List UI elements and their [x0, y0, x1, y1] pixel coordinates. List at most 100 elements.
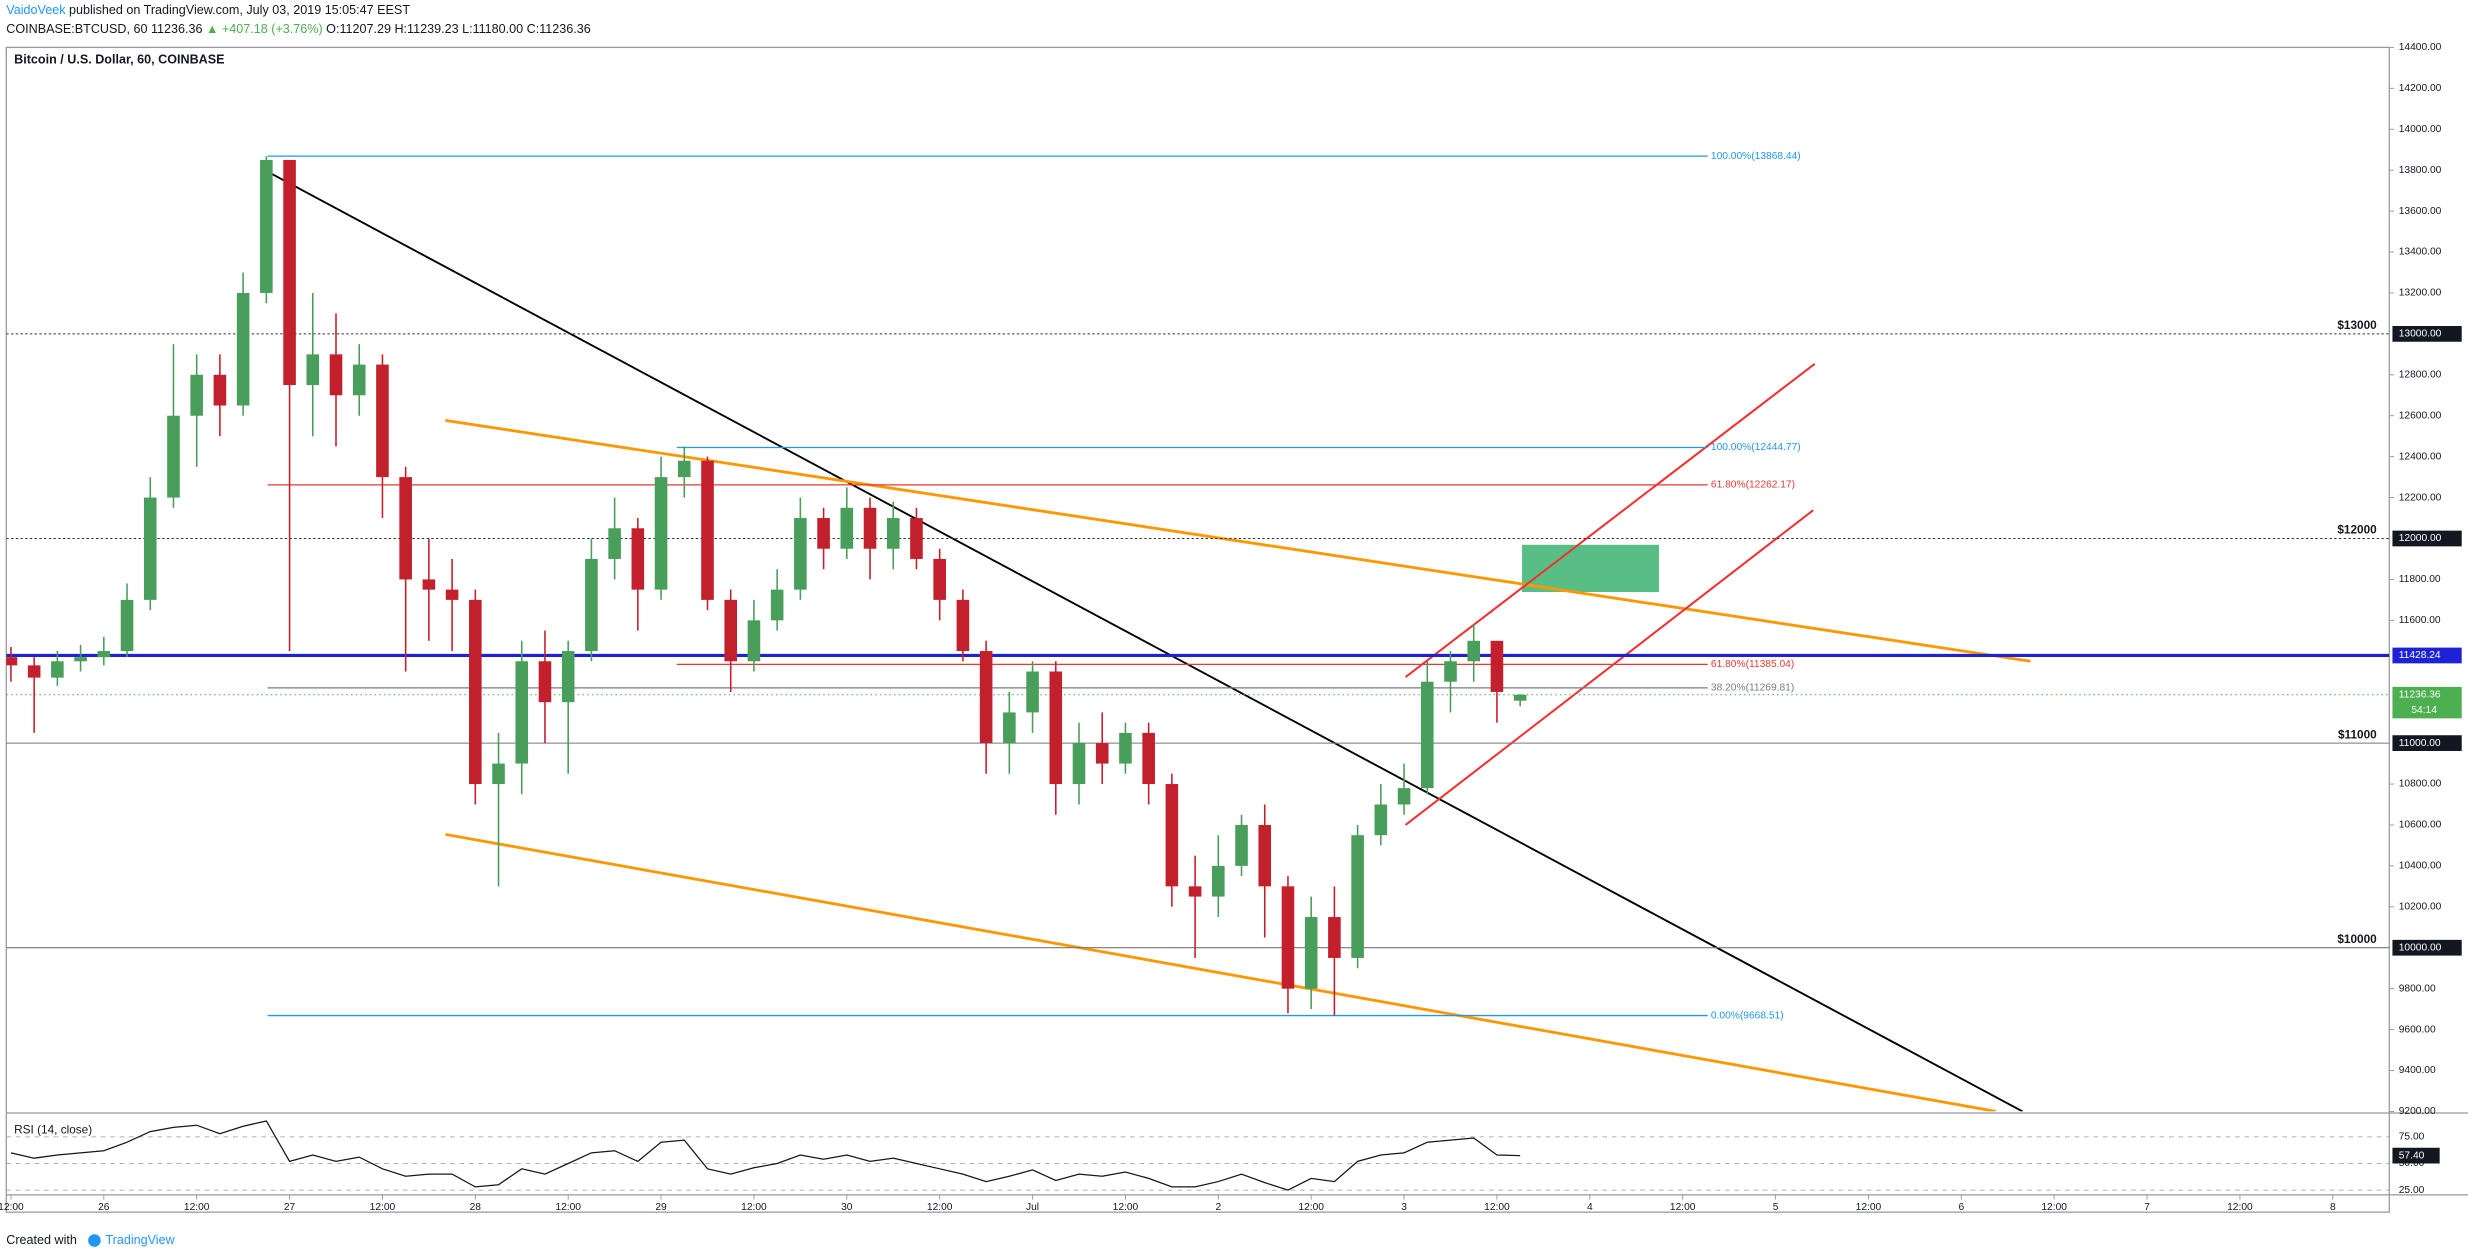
x-tick-label: 27 [284, 1202, 296, 1213]
x-tick-label: 8 [2330, 1202, 2336, 1213]
candle-body [1467, 640, 1481, 662]
candle-body [27, 665, 41, 678]
frame [5, 46, 2390, 1213]
candle-body [399, 477, 412, 580]
countdown: 54:14 [2411, 705, 2437, 716]
x-tick-label: 12:00 [927, 1202, 953, 1213]
candle-body [1351, 835, 1364, 958]
level-tag-box [2392, 735, 2462, 751]
resistance-tag: 11428.24 [2399, 650, 2441, 661]
rsi-tick-label: 25.00 [2399, 1185, 2425, 1196]
candle-body [631, 528, 645, 590]
candle-body [120, 599, 134, 652]
fib-label: 61.80%(11385.04) [1711, 659, 1794, 670]
candle-body [283, 159, 296, 386]
x-tick-label: Jul [1026, 1202, 1039, 1213]
candle-body [1258, 824, 1272, 887]
candle-body [654, 477, 668, 590]
candle-body [1003, 712, 1016, 744]
candle-body [167, 415, 180, 498]
level-label: $11000 [2338, 727, 2377, 741]
candle-body [97, 651, 111, 658]
x-tick-label: 12:00 [370, 1202, 396, 1213]
target-zone [1522, 544, 1659, 593]
y-tick-label: 11800.00 [2399, 574, 2441, 585]
candle-body [1049, 671, 1063, 785]
candle-body [1444, 661, 1457, 682]
candle-body [910, 518, 923, 559]
candle-body [143, 497, 157, 600]
candle-body [1328, 917, 1341, 958]
candle-body [1142, 732, 1155, 785]
y-tick-label: 13800.00 [2399, 165, 2442, 176]
y-tick-label: 14000.00 [2399, 124, 2442, 135]
x-tick-label: 12:00 [2041, 1202, 2067, 1213]
candle-body [352, 364, 366, 396]
candle-body [376, 364, 389, 478]
symbol: COINBASE:BTCUSD, 60 [6, 22, 147, 36]
x-tick-label: 26 [98, 1202, 110, 1213]
y-tick-label: 9400.00 [2399, 1065, 2436, 1076]
fib-label: 0.00%(9668.51) [1711, 1010, 1784, 1021]
candle-body [585, 558, 598, 652]
x-tick-label: 12:00 [1856, 1202, 1882, 1213]
symbol-line: COINBASE:BTCUSD, 60 11236.36 ▲ +407.18 (… [6, 22, 590, 36]
x-tick-label: 12:00 [0, 1202, 24, 1213]
level-tag-box [2392, 326, 2462, 342]
rsi-current-box [2392, 1147, 2440, 1164]
candle-body [561, 651, 575, 703]
y-tick-label: 10800.00 [2399, 779, 2442, 790]
candle-body [1188, 886, 1202, 897]
level-label: $13000 [2337, 318, 2377, 332]
x-tick-label: 29 [655, 1202, 667, 1213]
y-tick-label: 12600.00 [2399, 410, 2442, 421]
level-tag: 10000.00 [2399, 942, 2442, 953]
candle-body [74, 657, 87, 662]
last-price: 11236.36 [151, 22, 203, 36]
channel-upper [445, 419, 2031, 663]
candle-body [538, 661, 552, 703]
footer-brand[interactable]: TradingView [105, 1233, 175, 1247]
rsi-title: RSI (14, close) [14, 1122, 92, 1136]
candle-body [1513, 694, 1527, 701]
author[interactable]: VaidoVeek [6, 4, 66, 18]
candle-body [469, 599, 482, 785]
candle-body [1490, 640, 1504, 692]
rsi-tick-label: 50.00 [2399, 1158, 2425, 1169]
y-tick-label: 12800.00 [2399, 370, 2442, 381]
x-tick-label: 12:00 [1670, 1202, 1696, 1213]
candle-body [724, 599, 738, 662]
candle-body [794, 518, 807, 590]
candle-body [1281, 886, 1295, 989]
candle-body [190, 374, 203, 416]
candle-body [886, 518, 900, 549]
trend-line [270, 172, 2024, 1112]
candle-body [1420, 681, 1434, 789]
y-tick-label: 9800.00 [2399, 983, 2436, 994]
candle-body [863, 507, 877, 549]
x-tick-label: 2 [1215, 1202, 1221, 1213]
x-tick-label: 6 [1958, 1202, 1964, 1213]
x-tick-label: 12:00 [1113, 1202, 1139, 1213]
candle-body [817, 518, 830, 549]
y-tick-label: 9600.00 [2399, 1024, 2436, 1035]
x-tick-label: 30 [841, 1202, 853, 1213]
published: published on TradingView.com, July 03, 2… [69, 4, 410, 18]
level-tag-box [2392, 939, 2462, 956]
y-tick-label: 10400.00 [2399, 861, 2442, 872]
drawings [270, 172, 2031, 1112]
candle-body [701, 460, 714, 600]
level-label: $12000 [2337, 523, 2377, 537]
candle-body [1026, 671, 1039, 713]
y-tick-label: 12400.00 [2399, 451, 2442, 462]
level-tag: 12000.00 [2399, 533, 2442, 544]
candle-body [445, 589, 459, 600]
y-tick-label: 14400.00 [2399, 42, 2442, 53]
candle-body [933, 558, 946, 600]
x-tick-label: 28 [470, 1202, 482, 1213]
level-tag-box [2392, 530, 2462, 547]
candle-body [1072, 743, 1086, 785]
candle-body [492, 763, 505, 785]
fib-label: 38.20%(11269.81) [1711, 683, 1794, 694]
